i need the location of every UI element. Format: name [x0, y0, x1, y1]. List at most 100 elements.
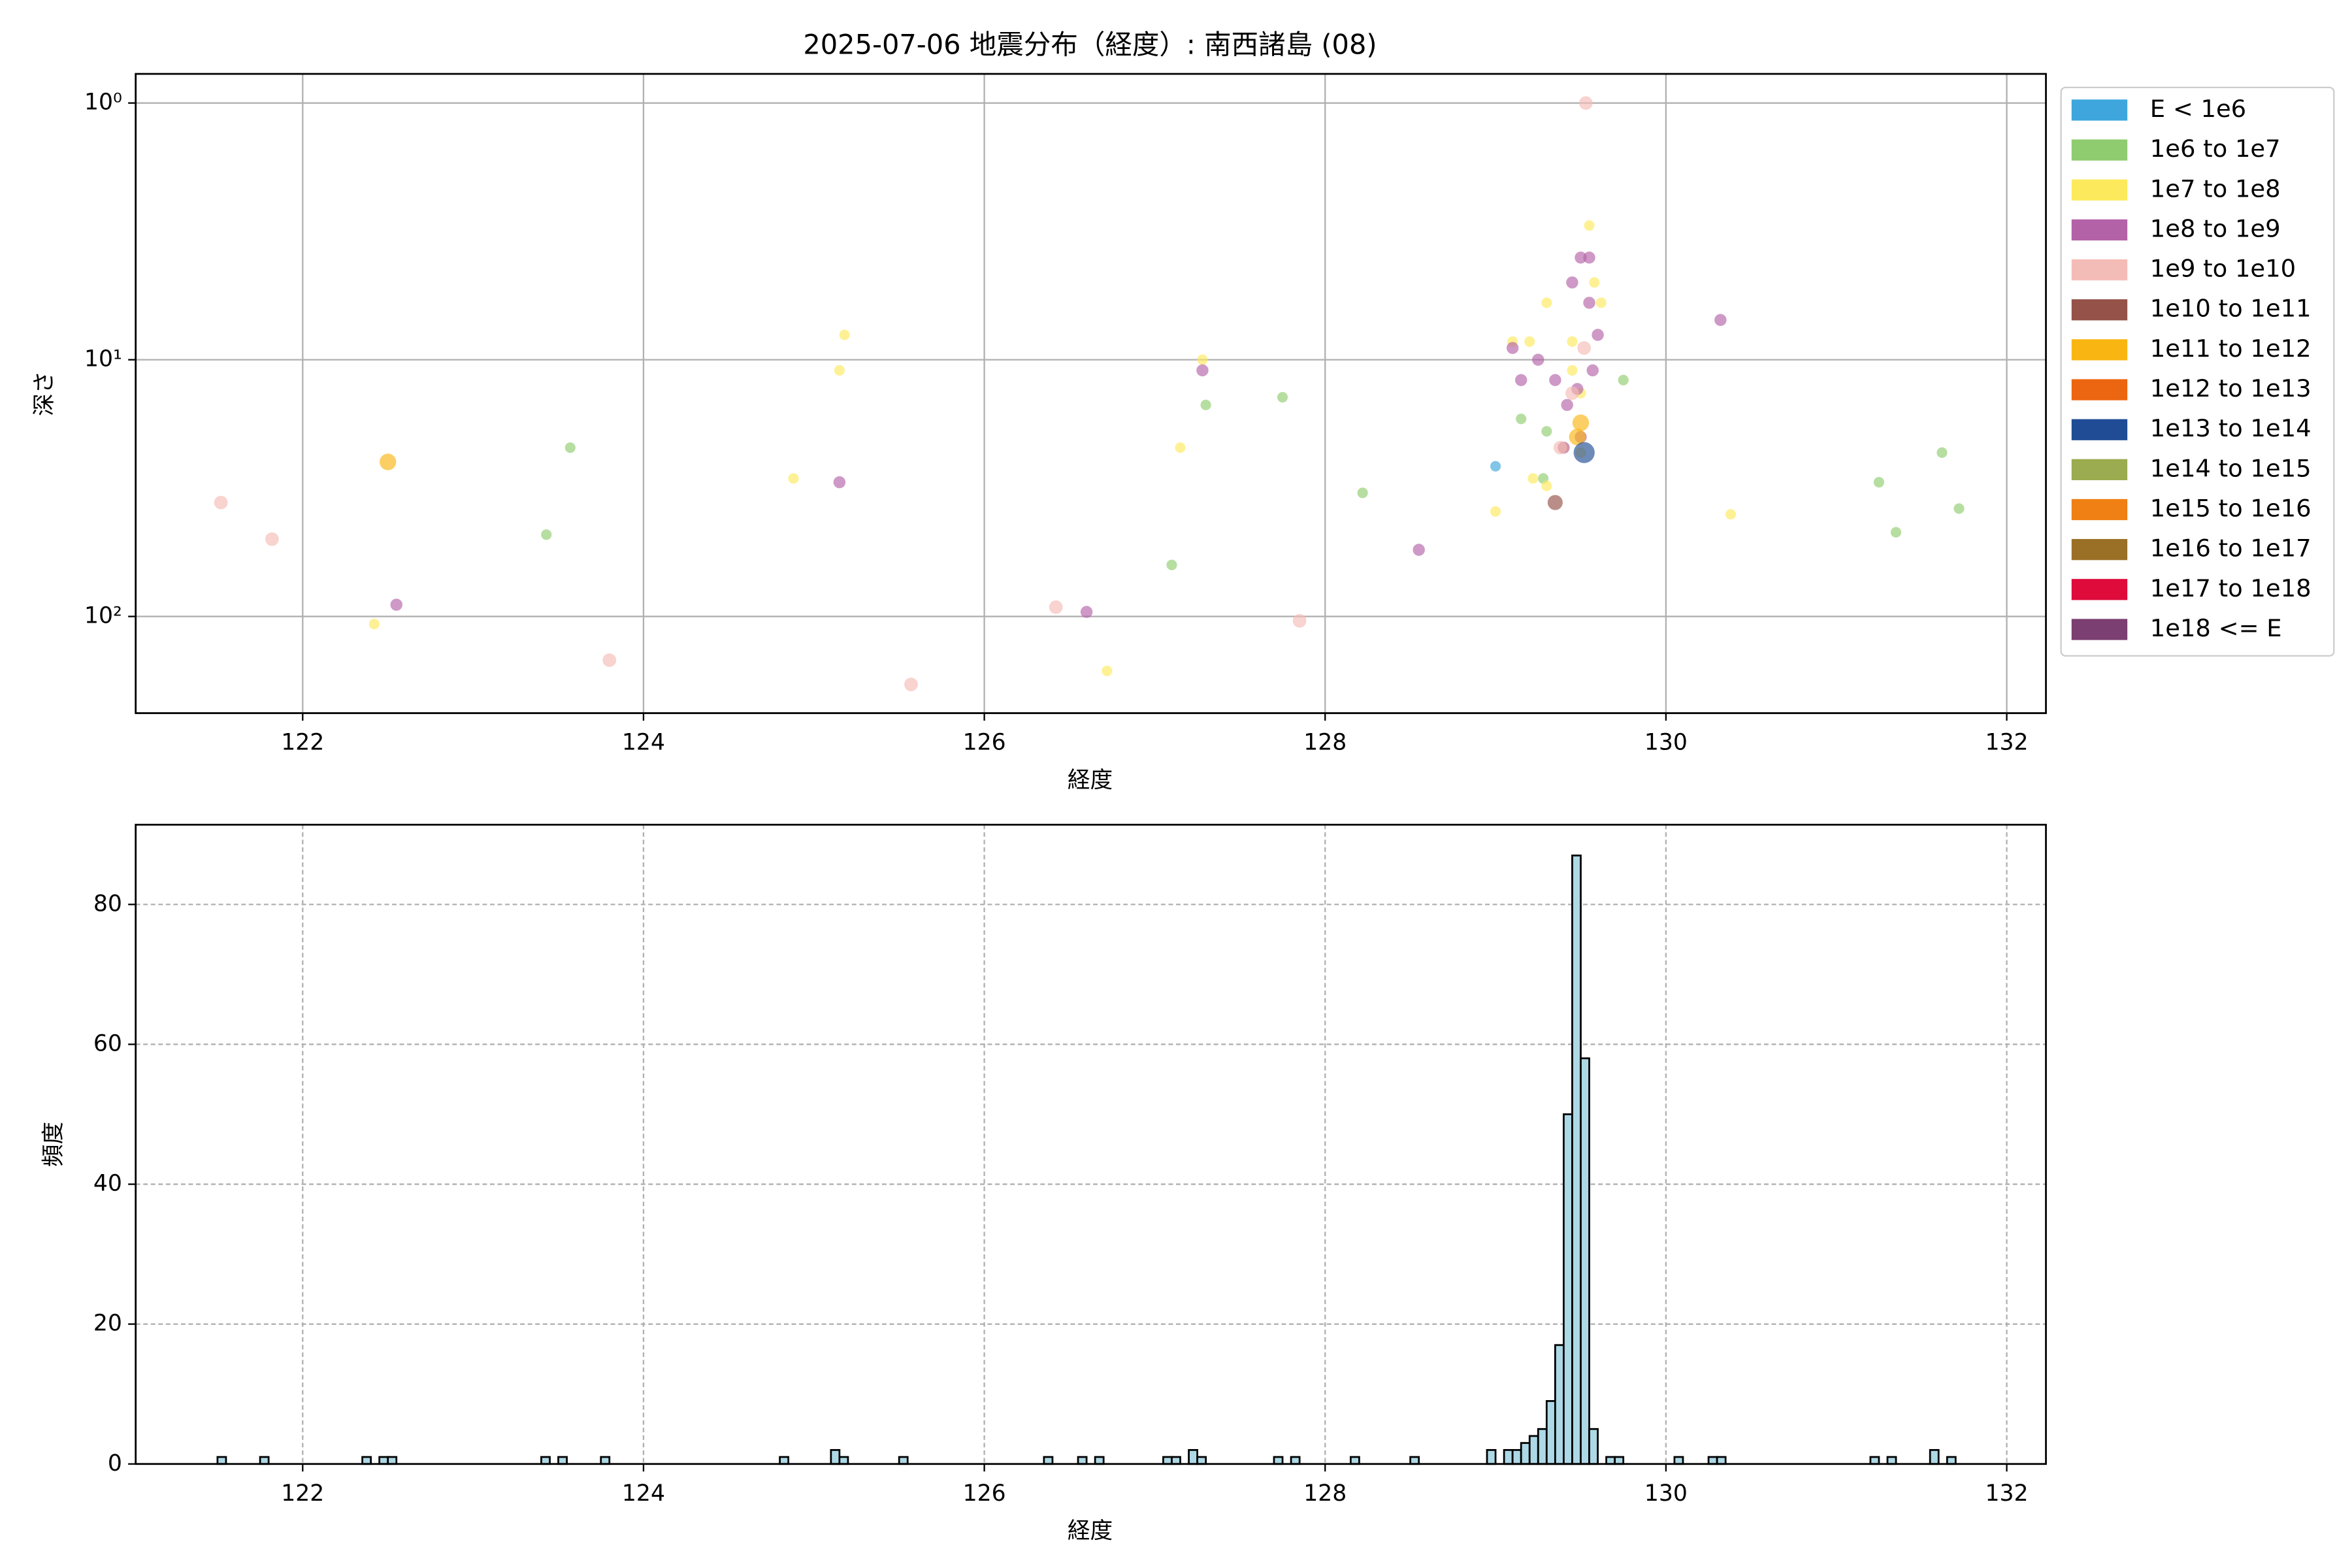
data-point: [1524, 336, 1535, 347]
y-tick-label: 0: [108, 1450, 122, 1477]
y-tick-label: 40: [93, 1171, 122, 1197]
data-point: [1532, 353, 1544, 366]
y-axis-label: 頻度: [41, 1122, 67, 1167]
histogram-bar: [1580, 1057, 1590, 1465]
histogram-bar: [1520, 1442, 1531, 1465]
legend-label: 1e17 to 1e18: [2150, 574, 2311, 602]
y-tick-label: 10²: [84, 603, 122, 629]
x-tick-label: 132: [1985, 730, 2029, 756]
x-tick-label: 124: [622, 730, 665, 756]
histogram-bar: [1503, 1448, 1514, 1465]
histogram-bar: [1563, 1113, 1573, 1465]
legend-swatch: [2071, 339, 2128, 361]
x-tick-label: 130: [1644, 1480, 1688, 1507]
histogram-bar: [1196, 1456, 1207, 1465]
y-tick-label: 10⁰: [84, 90, 122, 116]
legend-label: 1e11 to 1e12: [2150, 335, 2311, 363]
legend-swatch: [2071, 139, 2128, 161]
data-point: [1577, 341, 1592, 355]
data-point: [1080, 606, 1093, 618]
legend-swatch: [2071, 179, 2128, 201]
plot-frame: [135, 73, 2047, 714]
histogram-bar: [600, 1456, 611, 1465]
legend-label: 1e9 to 1e10: [2150, 255, 2296, 283]
data-point: [1589, 277, 1600, 288]
x-tick-label: 122: [281, 730, 324, 756]
data-point: [1566, 276, 1578, 289]
legend-label: 1e15 to 1e16: [2150, 495, 2311, 523]
data-point: [1541, 297, 1552, 308]
data-point: [1506, 342, 1519, 354]
data-point: [1573, 442, 1595, 463]
legend-label: 1e18 <= E: [2150, 614, 2282, 642]
legend-swatch: [2071, 219, 2128, 241]
data-point: [1583, 252, 1595, 264]
data-point: [1549, 374, 1561, 386]
y-tick-label: 80: [93, 890, 122, 917]
data-point: [1567, 365, 1578, 376]
histogram-bar: [540, 1456, 551, 1465]
legend-label: 1e6 to 1e7: [2150, 135, 2281, 163]
data-point: [1292, 613, 1307, 628]
data-point: [265, 532, 279, 546]
legend-swatch: [2071, 498, 2128, 521]
histogram-bar: [1171, 1456, 1181, 1465]
histogram-bar: [830, 1448, 841, 1465]
histogram-bar: [1716, 1456, 1727, 1465]
data-point: [1936, 447, 1948, 458]
data-point: [1541, 426, 1552, 437]
data-point: [602, 653, 617, 667]
data-point: [214, 495, 228, 510]
data-point: [1873, 477, 1885, 488]
chart-title: 2025-07-06 地震分布（経度）: 南西諸島 (08): [803, 29, 1377, 61]
data-point: [1583, 297, 1595, 309]
histogram-bar: [779, 1456, 790, 1465]
data-point: [390, 598, 402, 611]
data-point: [1618, 374, 1629, 385]
histogram-bar: [1162, 1456, 1173, 1465]
data-point: [1578, 96, 1593, 110]
histogram-bar: [387, 1456, 398, 1465]
histogram-bar: [1077, 1456, 1088, 1465]
data-point: [1357, 487, 1368, 498]
data-point: [564, 442, 576, 453]
histogram-bar: [1605, 1456, 1616, 1465]
data-point: [1516, 414, 1527, 425]
data-point: [1049, 600, 1063, 614]
data-point: [1953, 503, 1965, 514]
data-point: [1565, 386, 1579, 400]
data-point: [1586, 364, 1599, 377]
data-point: [1196, 364, 1209, 377]
data-point: [1200, 399, 1211, 410]
data-point: [1714, 314, 1727, 326]
legend-label: 1e7 to 1e8: [2150, 174, 2281, 203]
histogram-bar: [1946, 1456, 1957, 1465]
data-point: [1572, 414, 1590, 431]
x-tick-label: 132: [1985, 1480, 2029, 1507]
histogram-bar: [378, 1456, 389, 1465]
legend-swatch: [2071, 99, 2128, 121]
histogram-bar: [1273, 1456, 1284, 1465]
data-point: [1197, 354, 1208, 365]
x-tick-label: 130: [1644, 730, 1688, 756]
plot-frame: [135, 823, 2047, 1465]
x-axis-label: 経度: [1068, 1518, 1113, 1544]
data-point: [1102, 665, 1113, 677]
histogram-bar: [1094, 1456, 1105, 1465]
histogram-bar: [1486, 1448, 1497, 1465]
legend-swatch: [2071, 299, 2128, 321]
legend-swatch: [2071, 259, 2128, 281]
legend-label: E < 1e6: [2150, 95, 2246, 123]
x-tick-label: 122: [281, 1480, 324, 1507]
legend-swatch: [2071, 459, 2128, 480]
data-point: [1553, 440, 1567, 455]
histogram-bar: [1886, 1456, 1897, 1465]
x-tick-label: 128: [1303, 730, 1347, 756]
legend-box: [2060, 86, 2335, 657]
histogram-bar: [838, 1456, 849, 1465]
y-tick-label: 60: [93, 1030, 122, 1056]
data-point: [1890, 527, 1902, 538]
histogram-bar: [1188, 1448, 1199, 1465]
histogram-bar: [1043, 1456, 1054, 1465]
